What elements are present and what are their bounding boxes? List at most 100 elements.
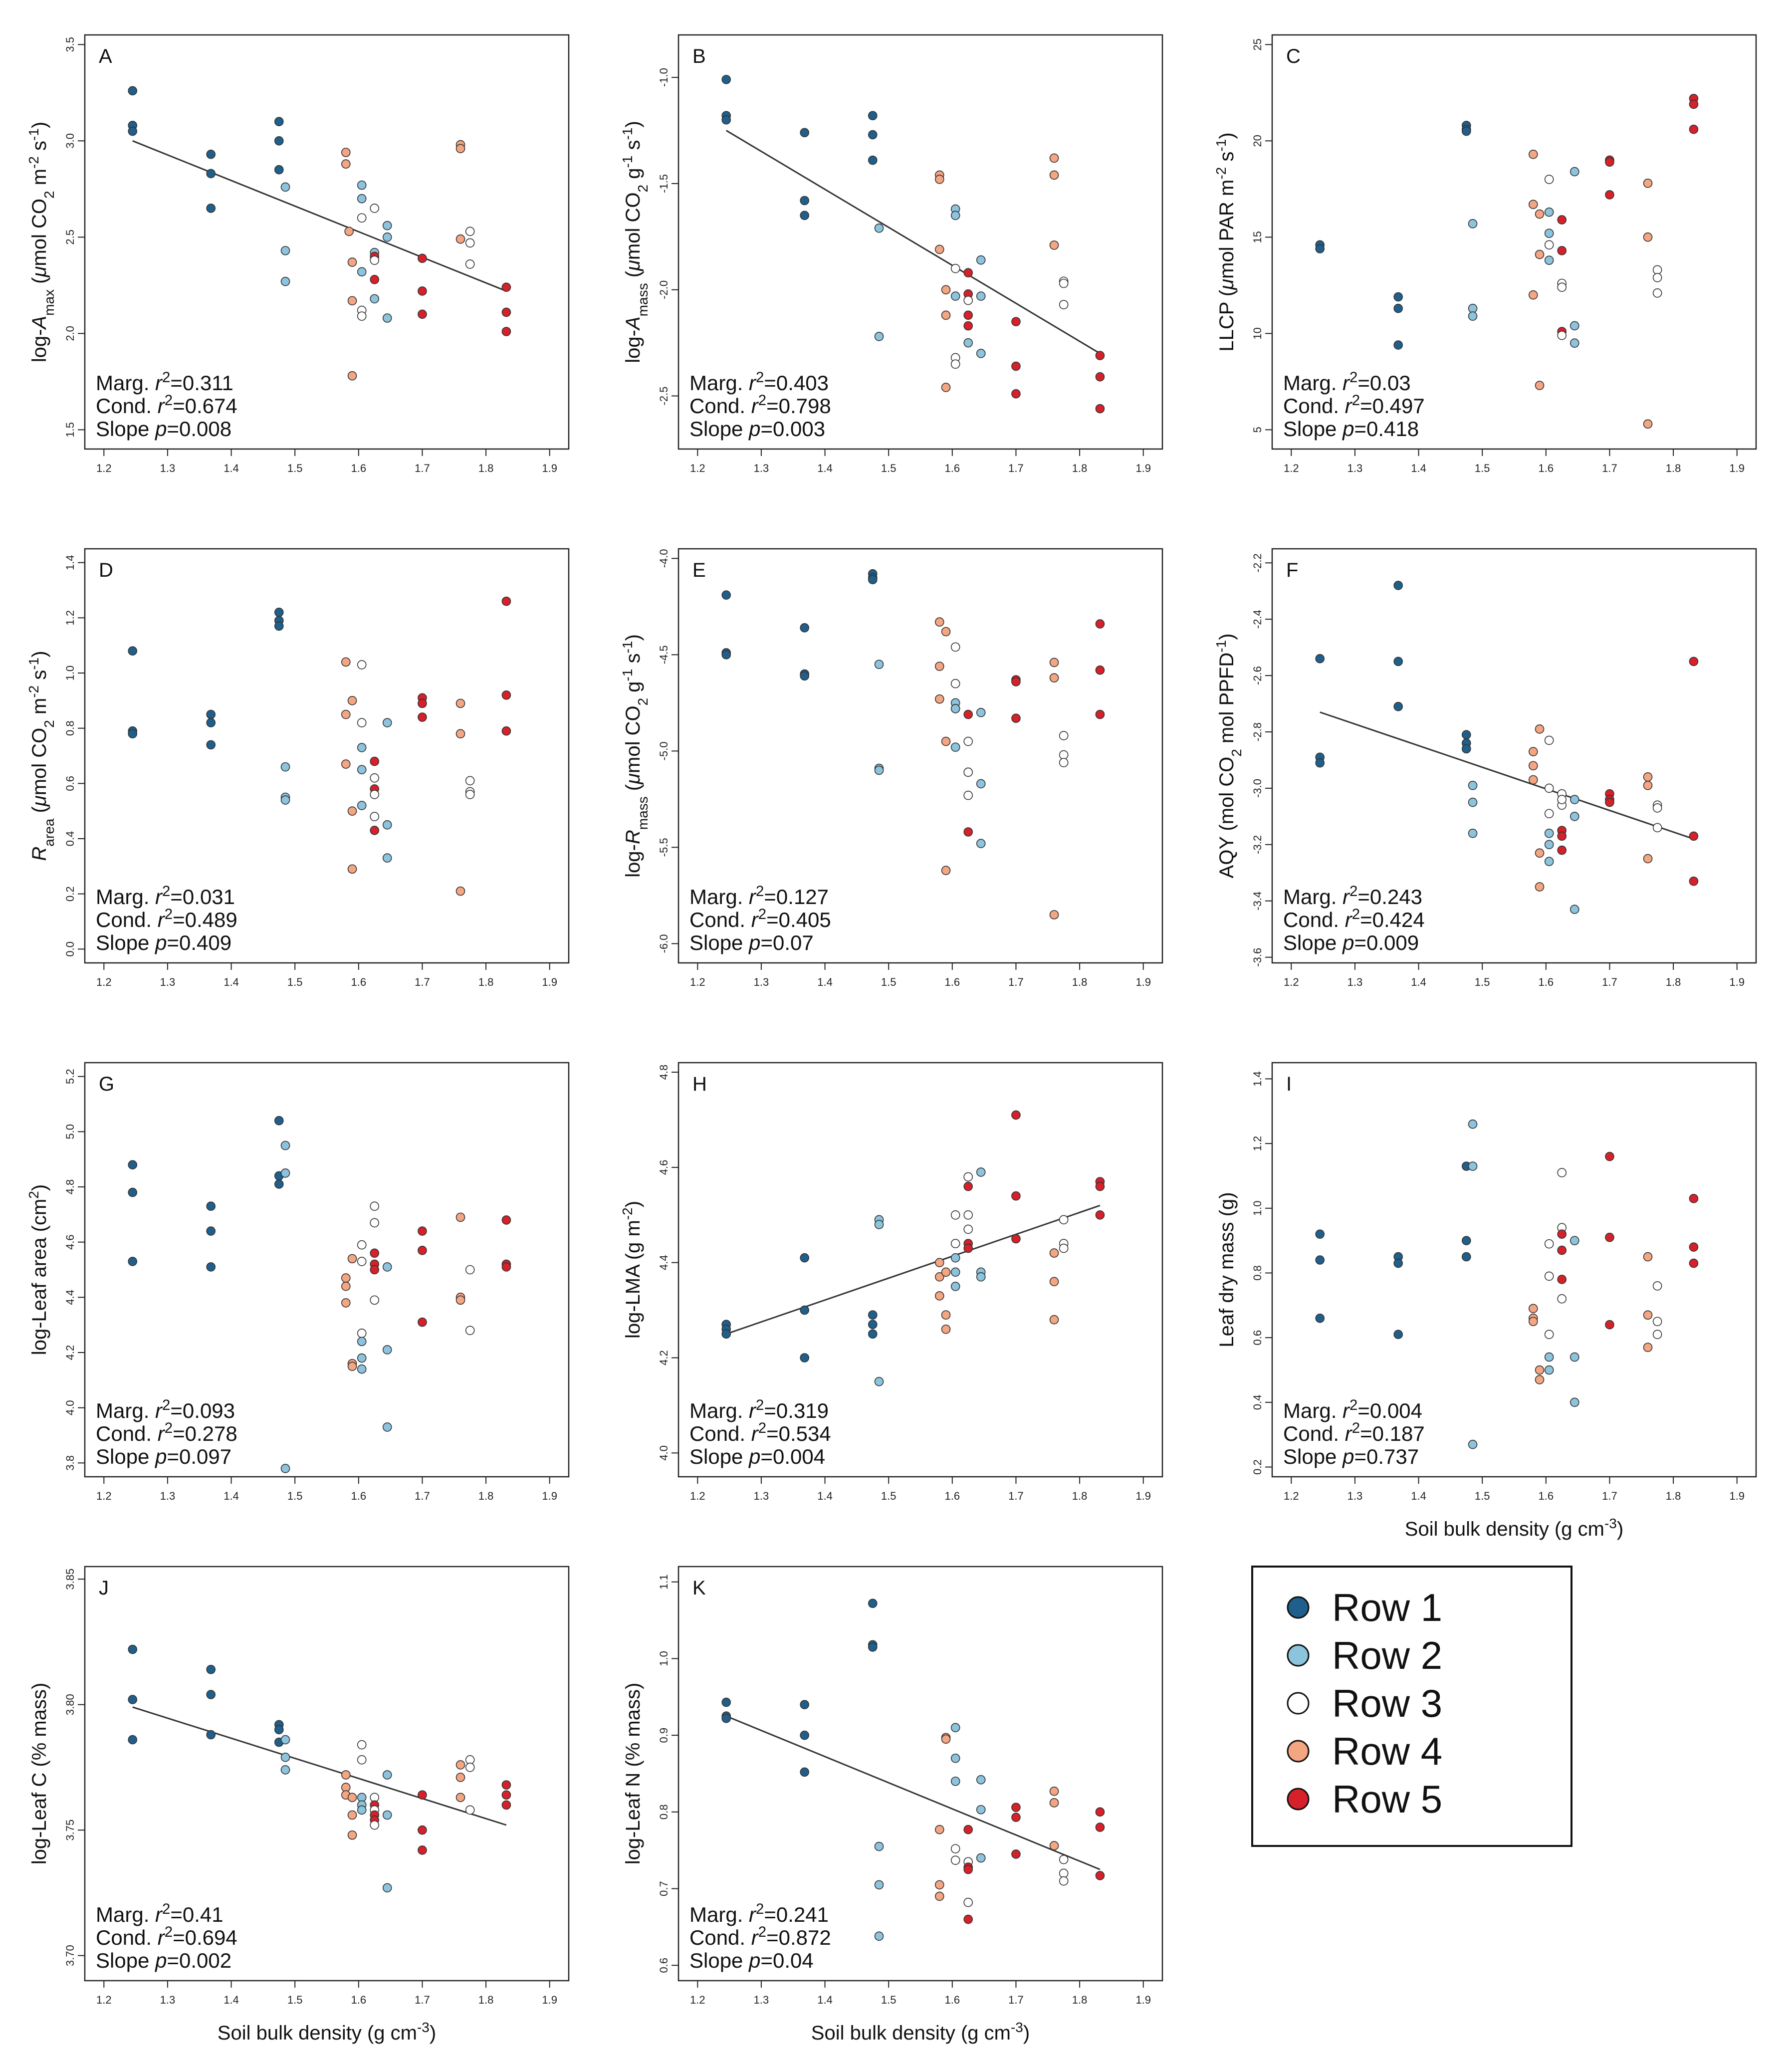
data-point xyxy=(800,211,810,221)
data-point xyxy=(1535,1365,1545,1375)
data-point xyxy=(1544,809,1554,819)
data-point xyxy=(976,349,986,358)
data-point xyxy=(418,1245,427,1255)
data-point xyxy=(1468,1119,1478,1129)
data-point xyxy=(206,204,216,213)
data-point xyxy=(721,115,731,125)
stat-line: Slope p=0.04 xyxy=(689,1949,814,1972)
data-point xyxy=(950,263,960,273)
stat-line: Slope p=0.097 xyxy=(96,1445,231,1468)
data-point xyxy=(418,286,427,296)
stat-line: Slope p=0.418 xyxy=(1283,417,1419,441)
x-tick-label: 1.3 xyxy=(160,1994,176,2006)
data-point xyxy=(800,1253,810,1263)
stat-line: Marg. r2=0.241 xyxy=(689,1901,829,1927)
data-point xyxy=(347,1810,357,1820)
data-point xyxy=(418,1317,427,1327)
x-tick-label: 1.5 xyxy=(287,1994,303,2006)
data-point xyxy=(455,1212,465,1222)
data-point xyxy=(1528,1304,1538,1314)
data-point xyxy=(941,383,951,392)
data-point xyxy=(868,111,878,121)
data-point xyxy=(1049,240,1059,250)
data-point xyxy=(382,313,392,323)
data-point xyxy=(501,327,511,336)
data-point xyxy=(1315,1255,1325,1265)
panel-G: 1.2 1.3 1.4 1.5 1.6 1.7 1.8 1.9 3.8 4.0 4.2 4.4 4.6 4… xyxy=(26,1062,570,1502)
y-tick-label: 15 xyxy=(1251,231,1264,243)
data-point xyxy=(370,812,380,822)
data-point xyxy=(274,607,284,617)
data-point xyxy=(934,1824,944,1834)
data-point xyxy=(800,1767,810,1777)
y-tick-label: 4.8 xyxy=(658,1065,670,1080)
data-point xyxy=(1544,1365,1554,1375)
data-point xyxy=(963,736,973,746)
panels: 1.2 1.3 1.4 1.5 1.6 1.7 1.8 1.9 1.5 2.0 2.5 3.0 3.5 l… xyxy=(26,34,1757,2006)
x-tick-label: 1.5 xyxy=(881,1490,896,1502)
data-point xyxy=(347,1362,357,1371)
y-tick-label: 4.6 xyxy=(64,1234,76,1250)
data-point xyxy=(1468,1439,1478,1449)
panel-letter: D xyxy=(99,559,113,581)
data-point xyxy=(941,736,951,746)
regression-line xyxy=(132,1706,507,1826)
data-point xyxy=(941,1310,951,1320)
panel-letter: I xyxy=(1286,1073,1292,1095)
x-tick-label: 1.8 xyxy=(1666,1490,1681,1502)
data-point xyxy=(347,864,357,874)
data-point xyxy=(874,1376,884,1386)
data-point xyxy=(963,338,973,348)
y-tick-label: -1.0 xyxy=(658,68,670,87)
stat-line: Slope p=0.07 xyxy=(689,931,814,954)
x-tick-label: 1.6 xyxy=(351,1994,367,2006)
data-point xyxy=(1569,338,1579,348)
data-point xyxy=(1461,730,1471,739)
stat-line: Cond. r2=0.694 xyxy=(96,1924,237,1950)
data-point xyxy=(370,255,380,265)
data-point xyxy=(950,1239,960,1248)
legend-marker xyxy=(1287,1644,1310,1667)
data-point xyxy=(1569,167,1579,177)
y-tick-label: 4.6 xyxy=(658,1160,670,1175)
x-tick-label: 1.3 xyxy=(754,1994,769,2006)
data-point xyxy=(1605,1232,1614,1242)
x-tick-label: 1.8 xyxy=(1666,976,1681,988)
x-tick-label: 1.5 xyxy=(1475,462,1490,474)
data-point xyxy=(347,296,357,306)
y-tick-label: 4.2 xyxy=(658,1350,670,1366)
data-point xyxy=(370,773,380,783)
x-tick-label: 1.8 xyxy=(478,1994,494,2006)
x-tick-label: 1.5 xyxy=(881,976,896,988)
panel-E: 1.2 1.3 1.4 1.5 1.6 1.7 1.8 1.9 -6.0 -5.5 -5.0 -4.5… xyxy=(620,548,1163,988)
data-point xyxy=(206,1690,216,1699)
regression-line xyxy=(726,1204,1101,1335)
data-point xyxy=(280,276,290,286)
y-tick-label: 3.0 xyxy=(64,133,76,149)
x-tick-label: 1.3 xyxy=(160,1490,176,1502)
data-point xyxy=(963,1172,973,1182)
data-point xyxy=(1393,340,1403,350)
x-tick-label: 1.2 xyxy=(1284,976,1299,988)
data-point xyxy=(1049,1277,1059,1287)
data-point xyxy=(370,756,380,766)
data-point xyxy=(1095,709,1105,719)
panel-letter: H xyxy=(692,1073,707,1095)
x-tick-label: 1.3 xyxy=(1347,1490,1363,1502)
data-point xyxy=(976,779,986,789)
x-tick-label: 1.4 xyxy=(1411,462,1426,474)
data-point xyxy=(1468,303,1478,313)
stat-line: Marg. r2=0.243 xyxy=(1283,883,1422,909)
y-tick-label: 1.2 xyxy=(1251,1136,1264,1151)
data-point xyxy=(128,1160,138,1170)
x-tick-label: 1.6 xyxy=(945,1490,960,1502)
data-point xyxy=(274,1179,284,1189)
data-point xyxy=(455,234,465,244)
data-point xyxy=(1095,1210,1105,1220)
data-point xyxy=(501,282,511,292)
data-point xyxy=(976,1775,986,1785)
data-point xyxy=(874,660,884,669)
data-point xyxy=(941,1734,951,1744)
panel-letter: F xyxy=(1286,559,1298,581)
panel-H: 1.2 1.3 1.4 1.5 1.6 1.7 1.8 1.9 4.0 4.2 4.4 4.6 4.8 l… xyxy=(620,1062,1163,1502)
